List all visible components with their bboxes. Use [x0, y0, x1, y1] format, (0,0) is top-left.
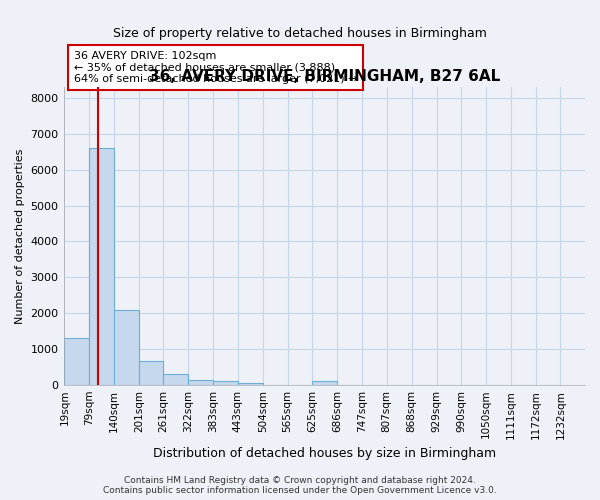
Bar	[213, 382, 238, 385]
Bar	[188, 380, 213, 385]
Title: 36, AVERY DRIVE, BIRMINGHAM, B27 6AL: 36, AVERY DRIVE, BIRMINGHAM, B27 6AL	[149, 70, 500, 84]
Text: 36 AVERY DRIVE: 102sqm
← 35% of detached houses are smaller (3,888)
64% of semi-: 36 AVERY DRIVE: 102sqm ← 35% of detached…	[74, 51, 358, 84]
Bar	[89, 148, 114, 385]
Y-axis label: Number of detached properties: Number of detached properties	[15, 148, 25, 324]
Bar	[64, 338, 89, 385]
Text: Size of property relative to detached houses in Birmingham: Size of property relative to detached ho…	[113, 28, 487, 40]
Bar	[139, 360, 163, 385]
Bar	[163, 374, 188, 385]
Bar	[312, 382, 337, 385]
Bar	[114, 310, 139, 385]
X-axis label: Distribution of detached houses by size in Birmingham: Distribution of detached houses by size …	[153, 447, 496, 460]
Bar	[238, 384, 263, 385]
Text: Contains HM Land Registry data © Crown copyright and database right 2024.
Contai: Contains HM Land Registry data © Crown c…	[103, 476, 497, 495]
